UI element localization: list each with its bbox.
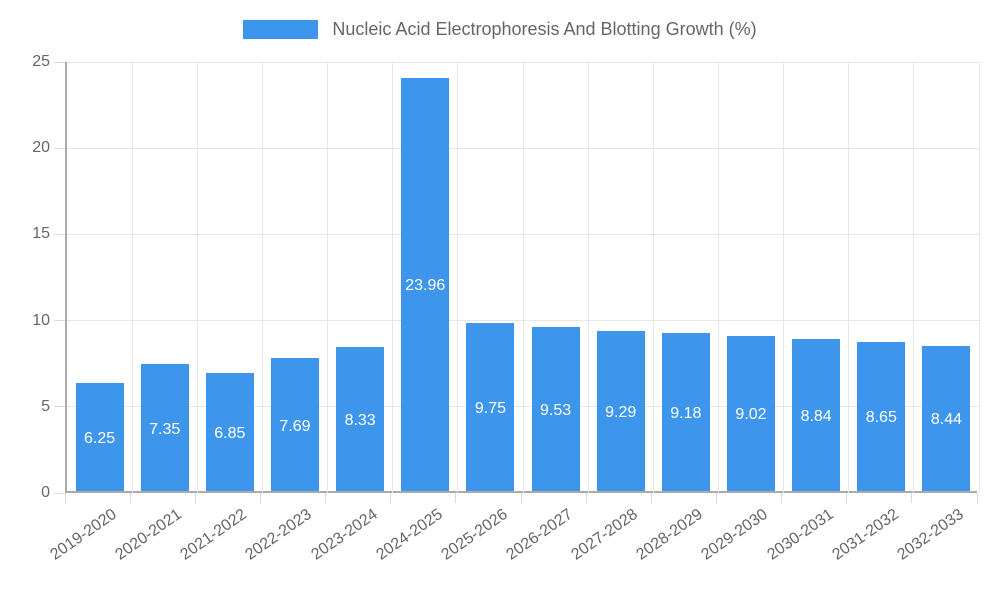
y-tick-label: 5: [41, 397, 50, 415]
x-tick-mark: [715, 493, 717, 503]
y-tick-mark: [54, 320, 65, 322]
bar: [271, 358, 319, 491]
x-tick-label: 2023-2024: [308, 505, 381, 564]
v-gridline: [522, 62, 524, 493]
x-tick-mark: [64, 493, 66, 503]
bar: [661, 332, 710, 491]
x-tick-label: 2032-2033: [894, 505, 967, 564]
bar-value-label: 6.25: [84, 430, 116, 448]
x-tick-label: 2031-2032: [829, 505, 902, 564]
bar-value-label: 23.96: [405, 277, 446, 295]
bar-value-label: 6.85: [214, 424, 246, 442]
v-gridline: [978, 62, 980, 493]
x-tick-label: 2027-2028: [568, 505, 642, 564]
bar-value-label: 8.44: [930, 411, 962, 429]
x-tick-mark: [846, 493, 848, 503]
y-tick-label: 15: [32, 225, 50, 243]
bar: [140, 364, 189, 491]
y-tick-mark: [54, 406, 65, 408]
x-tick-mark: [455, 493, 457, 503]
x-tick-label: 2025-2026: [438, 505, 511, 564]
x-tick-mark: [911, 493, 913, 503]
bar-value-label: 8.65: [865, 409, 897, 427]
x-tick-mark: [390, 493, 392, 503]
x-tick-label: 2029-2030: [698, 505, 772, 564]
bar: [531, 326, 580, 491]
bar-value-label: 7.35: [149, 420, 181, 438]
x-tick-mark: [259, 493, 261, 503]
y-tick-mark: [54, 233, 65, 235]
legend[interactable]: Nucleic Acid Electrophoresis And Blottin…: [0, 19, 1000, 40]
x-tick-label: 2020-2021: [112, 505, 186, 564]
x-tick-mark: [520, 493, 522, 503]
bar-value-label: 9.29: [605, 403, 637, 421]
v-gridline: [131, 62, 133, 493]
v-gridline: [327, 62, 329, 493]
bar-value-label: 9.75: [474, 399, 506, 417]
y-tick-mark: [54, 492, 65, 494]
bar-value-label: 9.53: [540, 401, 572, 419]
bar: [205, 372, 254, 491]
bar: [857, 341, 906, 491]
x-tick-label: 2028-2029: [633, 505, 707, 564]
v-gridline: [652, 62, 654, 493]
y-tick-label: 0: [41, 484, 50, 501]
bar: [75, 383, 124, 491]
bar: [401, 77, 450, 491]
x-tick-mark: [325, 493, 327, 503]
y-tick-label: 20: [32, 139, 50, 157]
legend-swatch-icon: [243, 20, 319, 39]
x-tick-label: 2026-2027: [503, 505, 576, 564]
v-gridline: [717, 62, 719, 493]
x-tick-label: 2022-2023: [242, 505, 316, 564]
v-gridline: [196, 62, 198, 493]
v-gridline: [783, 62, 785, 493]
bar-value-label: 9.02: [735, 406, 767, 424]
bar-value-label: 9.18: [670, 404, 702, 422]
x-tick-label: 2030-2031: [764, 505, 837, 564]
x-tick-mark: [585, 493, 587, 503]
y-tick-label: 10: [32, 311, 50, 329]
bar: [336, 347, 385, 491]
v-gridline: [392, 62, 394, 493]
bar: [922, 345, 971, 491]
y-tick-mark: [54, 61, 65, 63]
v-gridline: [261, 62, 263, 493]
bar-value-label: 8.84: [800, 407, 832, 425]
x-tick-mark: [976, 493, 978, 503]
bar-value-label: 8.33: [344, 412, 376, 430]
bar: [596, 330, 645, 491]
x-tick-mark: [650, 493, 652, 503]
bar-value-label: 7.69: [279, 417, 311, 435]
y-tick-label: 25: [32, 53, 50, 70]
x-tick-label: 2019-2020: [47, 505, 120, 564]
v-gridline: [457, 62, 459, 493]
legend-label: Nucleic Acid Electrophoresis And Blottin…: [332, 19, 757, 39]
y-tick-mark: [54, 147, 65, 149]
x-tick-mark: [194, 493, 196, 503]
x-tick-mark: [129, 493, 131, 503]
bar: [466, 322, 515, 491]
x-tick-label: 2024-2025: [373, 505, 446, 564]
v-gridline: [587, 62, 589, 493]
plot-area: 6.25 7.35 6.85 7.69 8.33 23.96 9.75 9.53 9.29 9.1…: [65, 61, 980, 493]
x-tick-label: 2021-2022: [177, 505, 251, 564]
v-gridline: [848, 62, 850, 493]
bar: [792, 338, 841, 491]
x-tick-mark: [781, 493, 783, 503]
bar: [727, 335, 775, 491]
v-gridline: [913, 62, 915, 493]
